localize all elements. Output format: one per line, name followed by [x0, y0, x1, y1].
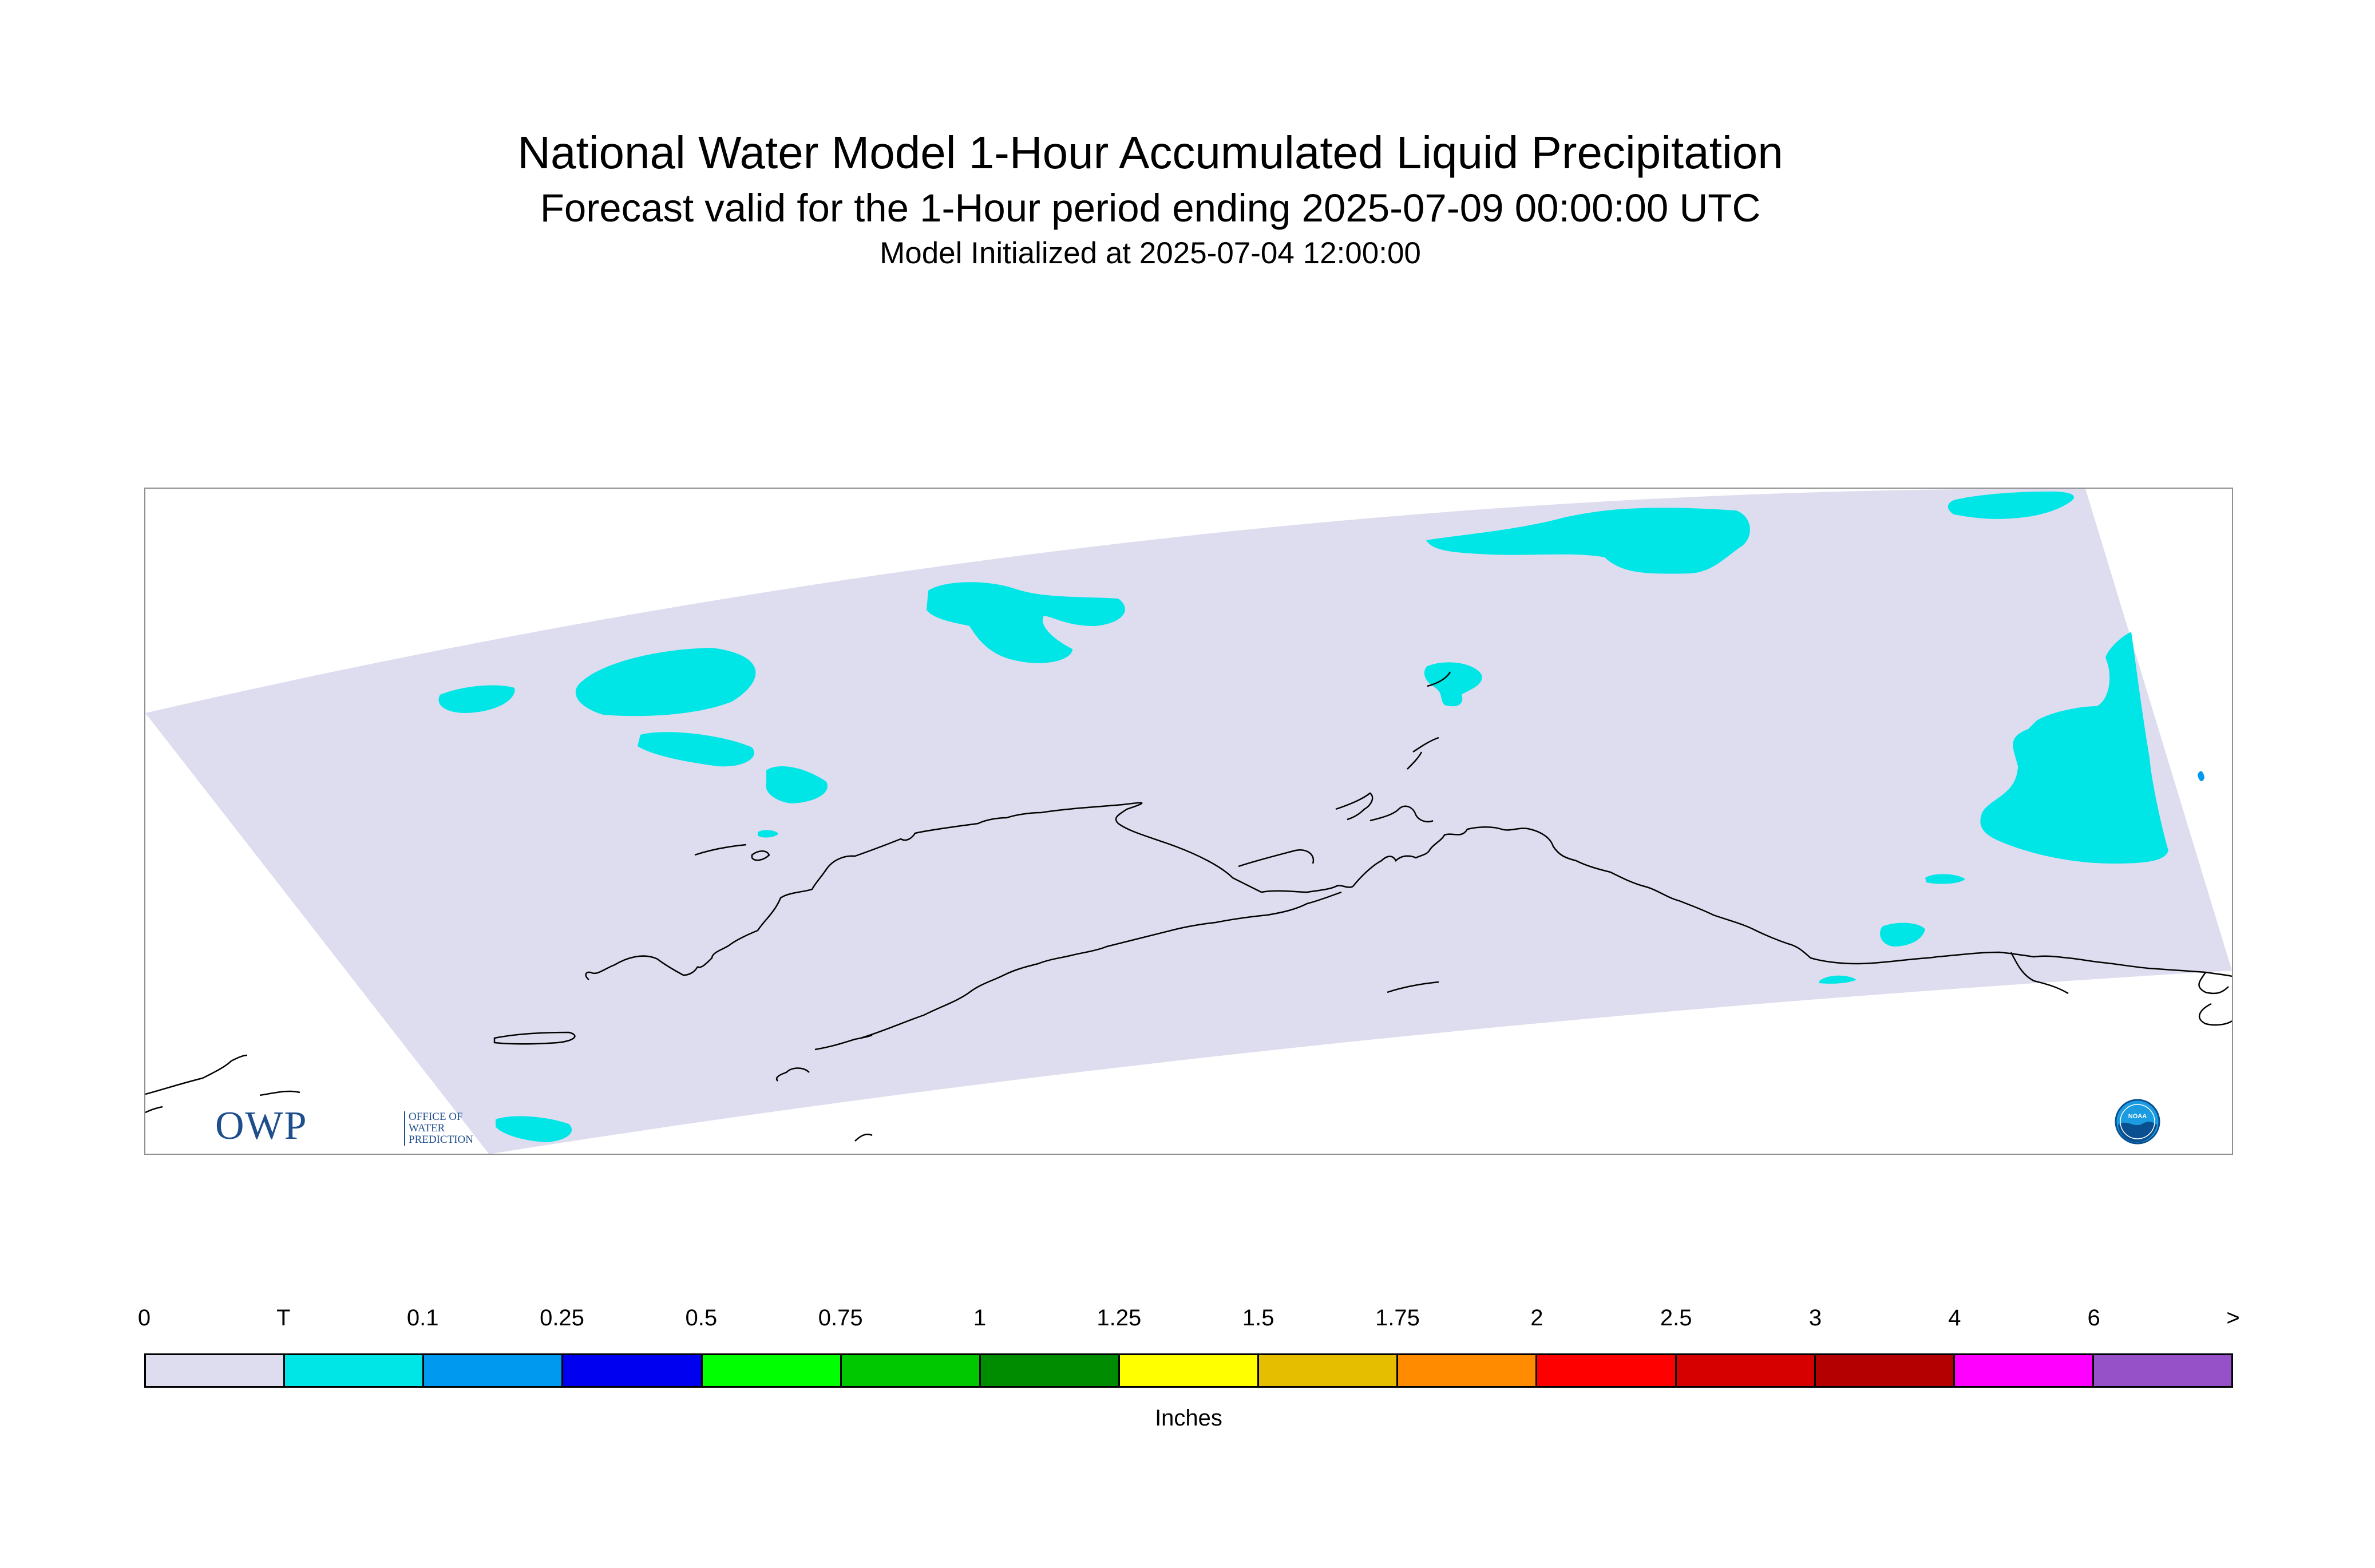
- model-domain-lower: [145, 713, 2232, 1154]
- map-title: National Water Model 1-Hour Accumulated …: [517, 127, 1783, 178]
- precipitation-map: [144, 488, 2233, 1155]
- legend-tick-label: 0.1: [406, 1305, 439, 1331]
- owp-logo-letters: OWP: [215, 1104, 308, 1148]
- map-canvas: [145, 489, 2232, 1154]
- precip-area: [1948, 491, 2074, 519]
- legend-tick-label: T: [276, 1305, 291, 1331]
- precip-area: [1426, 508, 1750, 574]
- precip-area: [438, 685, 515, 713]
- legend-units: Inches: [1155, 1405, 1222, 1431]
- legend-tick-label: 1.5: [1242, 1305, 1274, 1331]
- legend-tick-label: 0.75: [818, 1305, 863, 1331]
- legend-tick-label: 0: [137, 1305, 151, 1331]
- precip-area: [496, 1116, 572, 1142]
- precip-area-moderate: [2198, 771, 2204, 782]
- legend-tick-label: 2.5: [1660, 1305, 1692, 1331]
- precip-areas: [438, 491, 2168, 1142]
- legend-swatch: [1954, 1355, 2094, 1386]
- legend-swatch: [424, 1355, 564, 1386]
- legend-swatch: [1259, 1355, 1399, 1386]
- precip-area: [1925, 874, 1965, 884]
- owp-logo-text: OFFICE OF WATER PREDICTION: [404, 1111, 494, 1146]
- legend-tick-label: 6: [2087, 1305, 2100, 1331]
- legend-swatch: [285, 1355, 425, 1386]
- legend-swatch: [2093, 1355, 2232, 1386]
- precip-area: [575, 648, 756, 716]
- legend-swatch: [980, 1355, 1120, 1386]
- legend-tick-label: 0.25: [540, 1305, 584, 1331]
- color-legend: 0 T 0.1 0.25 0.5 0.75 1 1.25 1.5 1.75 2 2.5 3 4 6 > Inc…: [138, 1305, 2240, 1436]
- legend-swatch: [1815, 1355, 1955, 1386]
- noaa-logo-text: NOAA: [2128, 1113, 2147, 1120]
- legend-swatch: [702, 1355, 842, 1386]
- owp-logo: OWP OFFICE OF WATER PREDICTION: [215, 1103, 501, 1149]
- precip-area: [1880, 922, 1925, 947]
- precip-area: [1424, 662, 1482, 707]
- coastlines: [145, 671, 2232, 1142]
- legend-swatch: [146, 1355, 286, 1386]
- legend-swatch: [1537, 1355, 1677, 1386]
- legend-tick-label: 1.25: [1097, 1305, 1142, 1331]
- legend-swatch: [1676, 1355, 1816, 1386]
- precip-area: [638, 732, 754, 767]
- legend-tick-label: 4: [1948, 1305, 1961, 1331]
- precip-area: [1980, 632, 2168, 864]
- model-init-time: Model Initialized at 2025-07-04 12:00:00: [880, 236, 1421, 270]
- legend-ticks: 0 T 0.1 0.25 0.5 0.75 1 1.25 1.5 1.75 2 2.5 3 4 6 >: [138, 1305, 2240, 1339]
- noaa-logo: NOAA: [2115, 1099, 2160, 1145]
- legend-tick-label: 2: [1530, 1305, 1543, 1331]
- precip-area: [927, 582, 1125, 663]
- legend-tick-label: 1: [973, 1305, 987, 1331]
- legend-tick-label: 0.5: [685, 1305, 718, 1331]
- legend-swatch: [1119, 1355, 1260, 1386]
- legend-tick-label: 3: [1808, 1305, 1822, 1331]
- legend-swatch: [563, 1355, 703, 1386]
- legend-swatch: [1398, 1355, 1538, 1386]
- map-subtitle: Forecast valid for the 1-Hour period end…: [540, 186, 1761, 230]
- legend-swatch: [841, 1355, 981, 1386]
- precip-area: [758, 830, 778, 838]
- precip-area: [1819, 975, 1857, 984]
- legend-color-bar: [144, 1353, 2233, 1388]
- legend-tick-label: 1.75: [1375, 1305, 1420, 1331]
- precip-area: [766, 766, 828, 803]
- legend-tick-label: >: [2226, 1305, 2240, 1331]
